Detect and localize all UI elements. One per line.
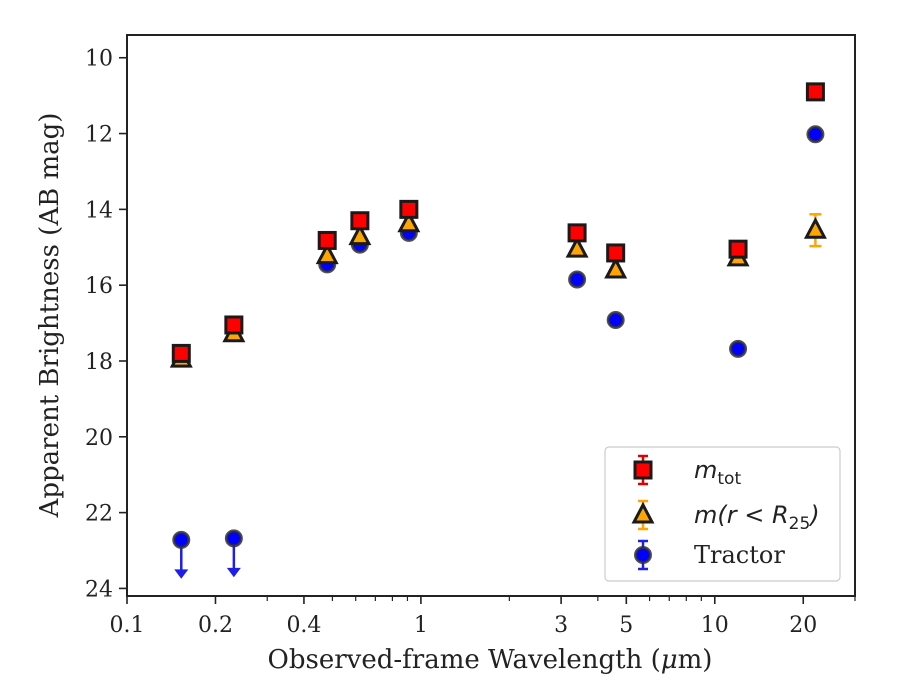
mtot-point <box>350 211 370 231</box>
plot-area <box>126 34 856 597</box>
y-tick-label: 12 <box>85 123 113 148</box>
y-tick-label: 14 <box>85 198 113 223</box>
plot-frame <box>126 34 856 597</box>
x-tick-label: 0.4 <box>286 613 321 638</box>
mtot-point <box>567 223 587 243</box>
y-tick-label: 22 <box>85 502 113 527</box>
upper-limit-arrow-head <box>174 569 189 579</box>
legend-label-mtot: mtot <box>694 456 741 489</box>
mtot-point <box>317 230 337 250</box>
legend-marker-mtot <box>633 460 653 480</box>
m25-point <box>348 223 372 246</box>
y-tick-label: 16 <box>85 274 113 299</box>
x-axis-label-suffix: m) <box>678 645 713 675</box>
y-tick-label: 24 <box>85 577 113 602</box>
legend-label-tractor: Tractor <box>694 541 785 569</box>
m25-point <box>315 242 339 265</box>
x-tick-label: 3 <box>554 613 568 638</box>
y-tick-label: 20 <box>85 426 113 451</box>
tractor-point <box>606 311 625 330</box>
tractor-point <box>224 529 243 548</box>
m25-point <box>397 210 421 233</box>
tractor-point <box>568 270 587 289</box>
legend-label-main: Tractor <box>694 541 785 569</box>
x-tick-label: 5 <box>619 613 633 638</box>
mtot-point <box>606 243 626 263</box>
legend-label-main: m <box>694 456 717 484</box>
legend-marker-m25 <box>631 501 655 524</box>
legend-label-m25: m(r < R25) <box>694 501 820 534</box>
legend-label-subscript: tot <box>717 469 741 489</box>
y-tick-label: 10 <box>85 47 113 72</box>
mtot-point <box>224 315 244 335</box>
y-axis-label: Apparent Brightness (AB mag) <box>35 113 65 519</box>
axis-ticks: 0.1 0.2 0.4 1 3 5 10 20 10 12 14 16 18 20 22 24 <box>85 47 856 638</box>
upper-limit-arrow-head <box>226 567 241 578</box>
legend-label-subscript: 25 <box>789 514 811 534</box>
tractor-point <box>729 339 748 358</box>
x-tick-label: 0.1 <box>110 613 145 638</box>
x-tick-label: 10 <box>701 613 729 638</box>
x-tick-label: 0.2 <box>198 613 233 638</box>
m25-point <box>604 256 628 279</box>
x-axis-label-mu: μ <box>661 645 678 675</box>
legend-label-main: m(r < R <box>694 501 789 529</box>
legend-marker-tractor <box>634 546 652 564</box>
x-axis-label-prefix: Observed-frame Wavelength ( <box>268 645 661 675</box>
y-tick-label: 18 <box>85 350 113 375</box>
mtot-point <box>399 199 419 219</box>
x-tick-label: 20 <box>789 613 817 638</box>
legend: mtot m(r < R25) Tractor <box>604 446 841 582</box>
mtot-point <box>728 239 748 259</box>
tractor-point <box>172 530 191 549</box>
x-tick-label: 1 <box>414 613 428 638</box>
data-marks <box>169 82 827 579</box>
legend-label-end: ) <box>808 501 819 529</box>
mtot-point <box>171 343 191 363</box>
mtot-point <box>805 82 825 102</box>
x-axis-label: Observed-frame Wavelength (μm) <box>268 645 713 675</box>
m25-point <box>803 217 827 239</box>
tractor-point <box>806 125 825 144</box>
m25-point <box>565 235 589 258</box>
legend-box <box>604 446 841 582</box>
